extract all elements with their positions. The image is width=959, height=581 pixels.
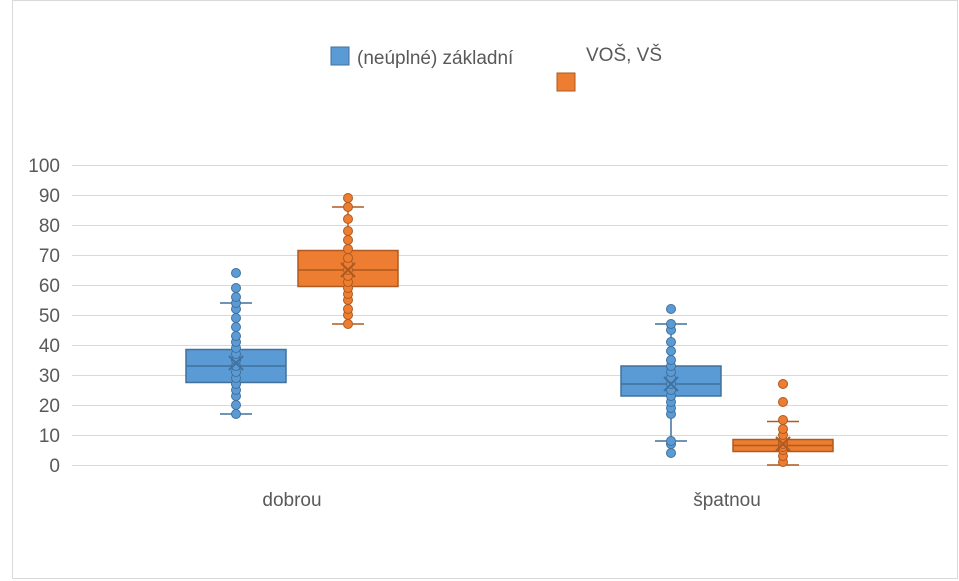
y-tick-label: 30 <box>39 366 60 387</box>
y-axis-ticks: 0 10 20 30 40 50 60 70 80 90 100 <box>28 156 60 477</box>
data-point <box>666 436 676 446</box>
legend: (neúplné) základní VOŠ, VŠ <box>330 44 662 92</box>
data-point <box>778 397 788 407</box>
data-point <box>231 313 241 323</box>
y-tick-label: 0 <box>49 456 60 477</box>
y-tick-label: 40 <box>39 336 60 357</box>
data-point <box>343 226 353 236</box>
y-tick-label: 90 <box>39 186 60 207</box>
gridlines <box>72 165 948 466</box>
y-tick-label: 70 <box>39 246 60 267</box>
data-point <box>343 235 353 245</box>
data-point <box>666 355 676 365</box>
data-point <box>231 331 241 341</box>
data-point <box>666 319 676 329</box>
y-tick-label: 80 <box>39 216 60 237</box>
data-point <box>231 292 241 302</box>
y-tick-label: 20 <box>39 396 60 417</box>
y-tick-label: 100 <box>28 156 60 177</box>
data-point <box>231 283 241 293</box>
category-label-0: dobrou <box>262 490 321 511</box>
data-point <box>343 202 353 212</box>
data-point <box>778 379 788 389</box>
mean-marker <box>228 355 244 371</box>
category-label-1: špatnou <box>693 490 761 511</box>
data-point <box>231 322 241 332</box>
data-point <box>778 424 788 434</box>
category-labels: dobrou špatnou <box>262 490 760 511</box>
data-point <box>666 448 676 458</box>
y-tick-label: 60 <box>39 276 60 297</box>
box-1-0 <box>297 193 399 329</box>
data-point <box>343 319 353 329</box>
data-point <box>778 415 788 425</box>
mean-marker <box>775 436 791 452</box>
data-point <box>666 304 676 314</box>
data-point <box>343 253 353 263</box>
legend-swatch-zakladni <box>330 46 350 66</box>
y-tick-label: 10 <box>39 426 60 447</box>
chart-frame <box>12 0 958 579</box>
data-point <box>343 214 353 224</box>
data-point <box>231 400 241 410</box>
mean-marker <box>663 376 679 392</box>
legend-swatch-vos-vs <box>556 72 576 92</box>
box-1-1 <box>732 379 834 467</box>
legend-label-zakladni: (neúplné) základní <box>357 48 514 69</box>
data-point <box>343 304 353 314</box>
data-point <box>231 409 241 419</box>
y-tick-label: 50 <box>39 306 60 327</box>
box-0-0 <box>185 268 287 419</box>
data-point <box>231 268 241 278</box>
box-plots <box>185 193 834 467</box>
legend-label-vos-vs: VOŠ, VŠ <box>586 44 662 66</box>
mean-marker <box>340 262 356 278</box>
data-point <box>343 244 353 254</box>
data-point <box>343 193 353 203</box>
data-point <box>666 346 676 356</box>
data-point <box>666 337 676 347</box>
box-0-1 <box>620 304 722 458</box>
